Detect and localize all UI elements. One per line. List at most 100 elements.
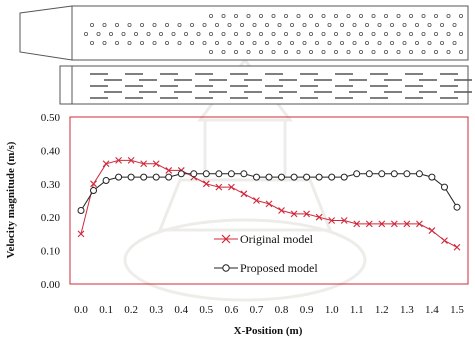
data-point xyxy=(453,203,461,211)
duct-hole xyxy=(102,22,107,27)
duct-hole xyxy=(346,32,351,37)
duct-hole xyxy=(221,50,226,55)
duct-hole xyxy=(171,32,176,37)
data-point xyxy=(152,160,160,168)
duct-hole xyxy=(458,13,463,18)
duct-hole xyxy=(389,41,394,46)
duct-hole xyxy=(383,32,388,37)
x-axis: 0.0 0.1 0.2 0.3 0.4 0.5 0.6 0.7 0.8 0.9 1.0 1.1 1.2 1… xyxy=(74,304,464,316)
x-tick-label: 1.4 xyxy=(425,304,439,316)
y-tick-label: 0.20 xyxy=(41,212,61,224)
duct-hole xyxy=(433,13,438,18)
duct-hole xyxy=(252,41,257,46)
duct-hole xyxy=(139,41,144,46)
duct-hole xyxy=(90,22,95,27)
duct-hole xyxy=(296,13,301,18)
data-point xyxy=(278,173,285,181)
legend-label-proposed: Proposed model xyxy=(240,261,318,275)
duct-hole xyxy=(414,22,419,27)
series-group xyxy=(77,157,461,251)
duct-hole xyxy=(358,32,363,37)
data-point xyxy=(202,170,210,178)
data-point xyxy=(390,170,398,178)
duct-hole xyxy=(252,22,257,27)
duct-hole xyxy=(214,41,219,46)
duct-hole xyxy=(183,32,188,37)
data-point xyxy=(353,170,361,178)
data-point xyxy=(353,220,361,228)
data-point xyxy=(340,173,348,181)
duct-hole xyxy=(314,41,319,46)
duct-hole xyxy=(427,41,432,46)
duct-hole xyxy=(308,13,313,18)
duct-hole xyxy=(421,32,426,37)
duct-slots xyxy=(90,73,472,99)
duct-hole xyxy=(321,50,326,55)
data-point xyxy=(115,157,122,164)
duct-hole xyxy=(358,50,363,55)
duct-top-view xyxy=(19,5,469,61)
duct-hole xyxy=(396,13,401,18)
duct-hole xyxy=(227,41,232,46)
data-point xyxy=(428,173,436,181)
data-point xyxy=(102,177,110,184)
duct-hole xyxy=(346,50,351,55)
duct-hole xyxy=(139,22,144,27)
x-tick-label: 0.3 xyxy=(149,304,163,316)
duct-hole xyxy=(239,41,244,46)
duct-hole xyxy=(308,50,313,55)
chart: 0.00 0.10 0.20 0.30 0.40 0.50 0.0 0.1 0.2 0.3 0.4… xyxy=(5,112,469,337)
duct-hole xyxy=(96,32,101,37)
data-point xyxy=(90,180,97,188)
data-point xyxy=(265,173,273,181)
y-tick-label: 0.40 xyxy=(41,145,61,157)
x-tick-label: 1.3 xyxy=(400,304,414,316)
data-point xyxy=(265,200,273,208)
duct-hole xyxy=(258,13,263,18)
data-point xyxy=(378,170,386,178)
data-point xyxy=(428,227,436,234)
y-tick-label: 0.30 xyxy=(41,179,61,191)
duct-hole xyxy=(233,50,238,55)
data-point xyxy=(290,210,298,218)
duct-hole xyxy=(233,13,238,18)
data-point xyxy=(315,213,323,221)
duct-hole xyxy=(115,22,120,27)
duct-hole xyxy=(289,41,294,46)
data-point xyxy=(441,237,448,244)
duct-hole xyxy=(452,22,457,27)
duct-holes xyxy=(84,13,463,55)
duct-hole xyxy=(271,50,276,55)
legend-marker-proposed xyxy=(222,264,230,272)
duct-hole xyxy=(377,41,382,46)
duct-hole xyxy=(208,13,213,18)
legend-item-original: Original model xyxy=(214,232,314,246)
duct-hole xyxy=(446,32,451,37)
duct-hole xyxy=(221,13,226,18)
duct-hole xyxy=(427,22,432,27)
x-tick-label: 0.9 xyxy=(300,304,314,316)
duct-hole xyxy=(346,13,351,18)
data-point xyxy=(202,180,210,188)
data-point xyxy=(165,167,173,174)
duct-hole xyxy=(202,41,207,46)
data-point xyxy=(415,170,423,178)
duct-hole xyxy=(389,22,394,27)
data-point xyxy=(215,170,223,178)
x-tick-label: 0.1 xyxy=(99,304,113,316)
data-point xyxy=(403,170,411,178)
duct-side-view xyxy=(59,65,472,105)
x-tick-label: 0.6 xyxy=(225,304,239,316)
duct-hole xyxy=(283,32,288,37)
duct-hole xyxy=(121,32,126,37)
duct-hole xyxy=(109,32,114,37)
x-tick-label: 0.8 xyxy=(275,304,289,316)
legend-marker-original xyxy=(221,234,231,244)
duct-hole xyxy=(196,32,201,37)
duct-hole xyxy=(433,32,438,37)
duct-hole xyxy=(396,50,401,55)
duct-hole xyxy=(246,32,251,37)
x-tick-label: 1.2 xyxy=(375,304,389,316)
data-point xyxy=(416,220,423,228)
duct-hole xyxy=(421,13,426,18)
